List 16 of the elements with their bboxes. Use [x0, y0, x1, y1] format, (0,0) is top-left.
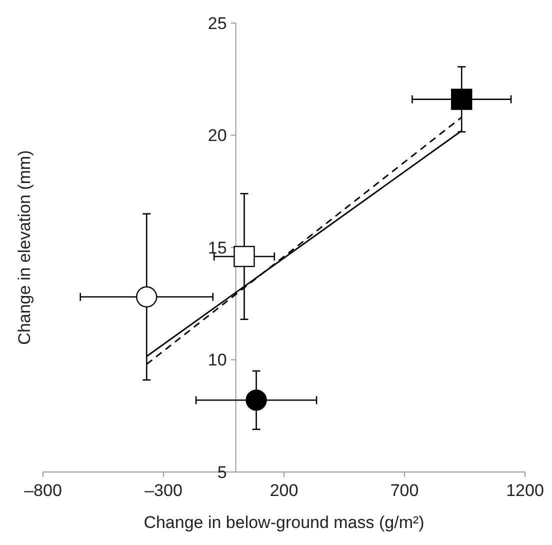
- point: [246, 390, 267, 411]
- point: [136, 286, 158, 308]
- y-tick-label: 10: [208, 350, 227, 370]
- y-axis-title: Change in elevation (mm): [15, 150, 34, 345]
- x-tick-label: 700: [390, 481, 419, 500]
- y-tick-label: 20: [208, 126, 227, 146]
- point: [451, 88, 472, 110]
- y-tick-label: 5: [217, 462, 227, 482]
- x-tick-label: –300: [144, 481, 182, 500]
- x-tick-label: 1200: [506, 481, 544, 500]
- x-tick-label: 200: [270, 481, 298, 500]
- y-tick-label: 15: [208, 238, 227, 258]
- point: [234, 246, 255, 268]
- x-tick-label: –800: [24, 481, 62, 500]
- x-axis-title: Change in below-ground mass (g/m²): [144, 513, 424, 532]
- y-tick-label: 25: [208, 14, 227, 33]
